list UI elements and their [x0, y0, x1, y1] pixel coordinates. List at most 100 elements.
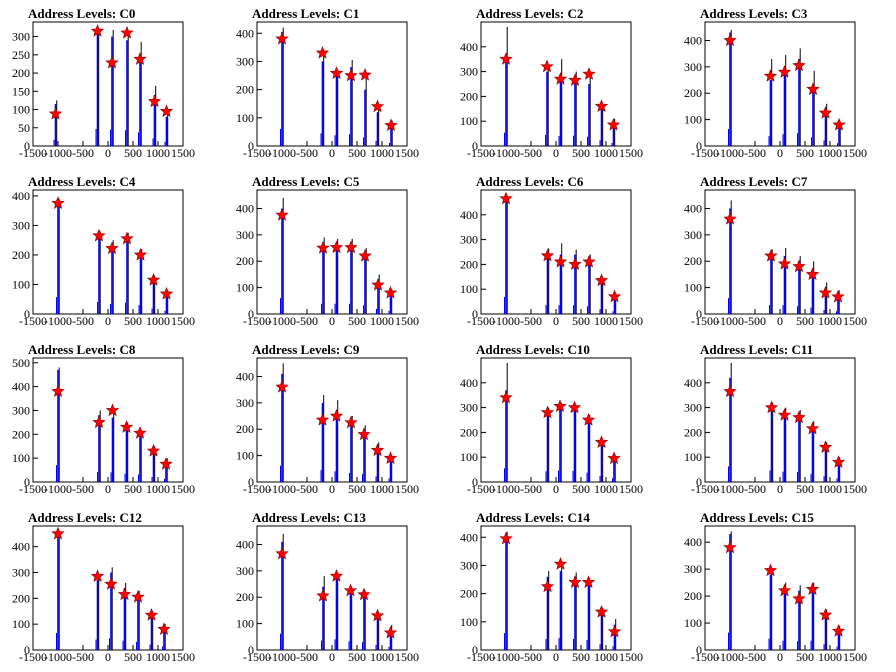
- y-tick-label: 400: [460, 530, 478, 544]
- y-tick-label: 50: [18, 121, 30, 135]
- x-tick-label: 1000: [594, 482, 618, 496]
- y-tick-label: 0: [248, 139, 254, 153]
- x-tick-label: 1000: [818, 314, 842, 328]
- x-tick-label: -1500: [19, 482, 47, 496]
- y-tick-label: 0: [24, 475, 30, 489]
- x-tick-label: -1500: [467, 650, 495, 664]
- y-tick-label: 300: [460, 65, 478, 79]
- x-tick-label: -1000: [716, 650, 744, 664]
- plot-frame: [704, 525, 856, 651]
- x-tick-label: -1000: [268, 314, 296, 328]
- peak-star-marker: [723, 384, 737, 398]
- x-tick-label: 0: [553, 482, 559, 496]
- chart-panel-c6: Address Levels: C6 0 100 200 300 400 -1500-100…: [460, 174, 643, 328]
- x-tick-label: -1000: [268, 482, 296, 496]
- peak-star-marker: [581, 575, 596, 589]
- peak-star-marker: [764, 248, 778, 262]
- peak-star-marker: [792, 591, 806, 605]
- y-tick-label: 300: [12, 566, 30, 580]
- y-tick-label: 200: [460, 89, 478, 103]
- x-tick-label: 1000: [146, 482, 170, 496]
- peak-star-marker: [581, 412, 596, 426]
- peak-star-marker: [777, 65, 792, 78]
- peak-star-marker: [358, 67, 372, 81]
- peak-star-marker: [329, 569, 344, 582]
- x-tick-label: 500: [572, 650, 590, 664]
- peak-star-marker: [832, 117, 846, 131]
- chart-title: Address Levels: C14: [476, 510, 590, 525]
- peak-star-marker: [358, 248, 372, 262]
- plot-frame: [704, 357, 856, 483]
- x-tick-label: 500: [124, 314, 142, 328]
- y-tick-label: 0: [24, 307, 30, 321]
- y-tick-label: 0: [248, 475, 254, 489]
- peak-star-marker: [540, 579, 555, 593]
- peak-star-marker: [553, 399, 567, 413]
- x-tick-label: -1000: [716, 146, 744, 160]
- y-tick-label: 300: [684, 60, 702, 74]
- y-tick-label: 400: [236, 369, 254, 383]
- peak-star-marker: [120, 25, 134, 39]
- peak-star-marker: [51, 526, 65, 540]
- peak-star-marker: [51, 384, 65, 398]
- peak-star-marker: [131, 589, 145, 603]
- y-tick-label: 100: [12, 103, 30, 117]
- peak-star-marker: [370, 443, 385, 457]
- y-tick-label: 400: [460, 376, 478, 390]
- x-tick-label: 500: [796, 650, 814, 664]
- x-tick-label: -500: [520, 314, 542, 328]
- x-tick-label: -1000: [492, 650, 520, 664]
- plot-frame: [480, 21, 632, 147]
- peak-star-marker: [831, 455, 846, 468]
- chart-panel-c7: Address Levels: C7 0 100 200 300 400 -1500-100…: [684, 174, 867, 328]
- x-tick-label: 1000: [146, 314, 170, 328]
- peak-star-marker: [370, 608, 385, 622]
- peak-star-marker: [159, 104, 174, 118]
- x-tick-label: 1500: [843, 482, 867, 496]
- x-tick-label: 1000: [370, 314, 394, 328]
- y-tick-label: 250: [12, 48, 30, 62]
- y-tick-label: 300: [460, 401, 478, 415]
- x-tick-label: 1500: [395, 482, 419, 496]
- x-tick-label: 0: [105, 650, 111, 664]
- peak-star-marker: [329, 240, 344, 254]
- y-tick-label: 300: [236, 564, 254, 578]
- peak-star-marker: [818, 607, 833, 621]
- x-tick-label: 1000: [370, 482, 394, 496]
- peak-star-marker: [607, 624, 622, 638]
- peak-star-marker: [344, 68, 358, 82]
- plot-frame: [256, 357, 408, 483]
- y-tick-label: 0: [24, 643, 30, 657]
- y-tick-label: 300: [12, 403, 30, 417]
- peak-star-marker: [275, 208, 289, 221]
- peak-star-marker: [568, 257, 582, 271]
- x-tick-label: -500: [72, 482, 94, 496]
- chart-panel-c4: Address Levels: C4 0 100 200 300 400 -1500-100…: [12, 174, 195, 328]
- x-tick-label: -500: [744, 482, 766, 496]
- x-tick-label: 1000: [370, 146, 394, 160]
- peak-star-marker: [383, 285, 398, 299]
- x-tick-label: -500: [296, 650, 318, 664]
- peak-star-marker: [764, 400, 779, 414]
- x-tick-label: -1500: [19, 650, 47, 664]
- chart-panel-c13: Address Levels: C13 0 100 200 300 400 -1500-10…: [236, 510, 419, 664]
- peak-star-marker: [357, 587, 371, 601]
- x-tick-label: 500: [124, 482, 142, 496]
- peak-star-marker: [329, 66, 344, 79]
- peak-star-marker: [146, 272, 161, 286]
- peak-star-marker: [607, 451, 621, 465]
- x-tick-label: 500: [348, 650, 366, 664]
- peak-star-marker: [777, 583, 792, 597]
- peak-star-marker: [51, 196, 65, 209]
- plot-frame: [256, 525, 408, 651]
- y-tick-label: 100: [460, 615, 478, 629]
- peak-star-marker: [275, 546, 289, 560]
- plot-frame: [256, 189, 408, 315]
- peak-star-marker: [120, 231, 134, 245]
- y-tick-label: 100: [460, 114, 478, 128]
- x-tick-label: -1500: [467, 146, 495, 160]
- x-tick-label: 1500: [619, 482, 643, 496]
- x-tick-label: -500: [520, 482, 542, 496]
- y-tick-label: 300: [460, 558, 478, 572]
